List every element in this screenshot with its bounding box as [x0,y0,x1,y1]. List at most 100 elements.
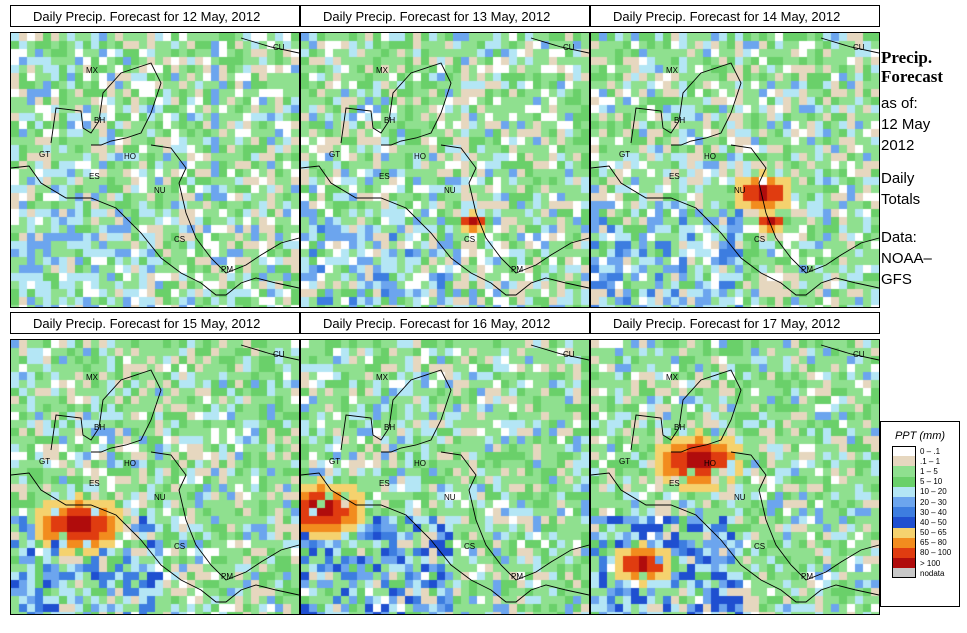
legend-item: 80 – 100 [892,547,959,559]
coastline [340,62,452,146]
data-source-block: Data: NOAA– GFS [881,227,932,290]
side-title: Precip. Forecast [881,48,943,86]
country-label-gt: GT [619,457,630,466]
country-label-ho: HO [124,459,136,468]
country-label-ho: HO [704,152,716,161]
country-label-nu: NU [444,186,456,195]
legend-label: nodata [920,568,945,578]
country-label-pm: PM [221,265,233,274]
legend-label: 50 – 65 [920,528,947,538]
country-label-cs: CS [464,235,475,244]
coastline [440,144,589,274]
country-label-cs: CS [464,542,475,551]
country-label-pm: PM [221,572,233,581]
coastline-overlay: CU MX BH GT HO ES NU CS PM [301,37,589,296]
country-label-nu: NU [734,186,746,195]
legend-label: 1 – 5 [920,466,938,476]
panel-title: Daily Precip. Forecast for 16 May, 2012 [300,312,590,334]
country-label-gt: GT [619,150,630,159]
country-label-pm: PM [801,265,813,274]
legend-swatch [892,568,916,579]
country-label-bh: BH [384,423,395,432]
country-label-cu: CU [563,43,575,52]
coastline [591,165,879,296]
legend-item: .1 – 1 [892,456,959,467]
legend-swatch [892,558,916,569]
legend-swatch [892,446,916,457]
side-title-line2: Forecast [881,67,943,86]
precip-map: CU MX BH GT HO ES NU CS PM [300,32,590,308]
country-label-es: ES [89,172,100,181]
country-label-nu: NU [154,493,166,502]
coastline [150,144,299,274]
legend-label: 30 – 40 [920,507,947,517]
forecast-panel-16-may: Daily Precip. Forecast for 16 May, 2012 … [300,312,590,615]
data-source-line2: NOAA– [881,250,932,267]
coastline [340,369,452,453]
country-label-mx: MX [376,66,389,75]
country-label-ho: HO [704,459,716,468]
coastline-overlay: CU MX BH GT HO ES NU CS PM [301,344,589,603]
legend-title: PPT (mm) [894,430,946,442]
panel-title: Daily Precip. Forecast for 17 May, 2012 [590,312,880,334]
legend-item: nodata [892,568,959,579]
country-label-cu: CU [273,43,285,52]
precip-map: CU MX BH GT HO ES NU CS PM [590,339,880,615]
legend-item: 20 – 30 [892,496,959,508]
legend-swatch [892,507,916,518]
coastline [11,472,299,603]
legend-swatch [892,486,916,497]
side-title-line1: Precip. [881,48,933,67]
legend-item: 10 – 20 [892,486,959,497]
country-label-ho: HO [414,459,426,468]
legend-label: 10 – 20 [920,487,947,497]
precip-map: CU MX BH GT HO ES NU CS PM [590,32,880,308]
legend-label: 5 – 10 [920,477,943,487]
country-label-mx: MX [86,373,99,382]
legend-label: > 100 [920,558,941,568]
coastline [730,144,879,274]
country-label-cu: CU [273,350,285,359]
legend-swatch [892,456,916,467]
country-label-gt: GT [39,457,50,466]
country-label-gt: GT [39,150,50,159]
country-label-ho: HO [414,152,426,161]
country-label-nu: NU [154,186,166,195]
legend-swatch [892,517,916,528]
legend-swatch [892,547,916,559]
country-label-mx: MX [376,373,389,382]
panel-title: Daily Precip. Forecast for 12 May, 2012 [10,5,300,27]
forecast-panel-14-may: Daily Precip. Forecast for 14 May, 2012 … [590,5,880,308]
coastline [440,451,589,581]
precip-map: CU MX BH GT HO ES NU CS PM [10,32,300,308]
legend-swatch [892,527,916,538]
daily-totals-block: Daily Totals [881,168,920,210]
country-label-es: ES [379,479,390,488]
country-label-cu: CU [563,350,575,359]
coastline [240,37,299,54]
as-of-date-line1: 12 May [881,116,931,133]
data-source-line3: GFS [881,271,912,288]
coastline [301,165,589,296]
daily-totals-line2: Totals [881,191,921,208]
legend-item: 30 – 40 [892,507,959,518]
coastline [530,37,589,54]
country-label-pm: PM [801,572,813,581]
as-of-block: as of: 12 May 2012 [881,93,930,156]
coastline [11,165,299,296]
legend-swatch [892,496,916,508]
legend-item: 40 – 50 [892,517,959,528]
legend-item: 65 – 80 [892,537,959,548]
coastline-overlay: CU MX BH GT HO ES NU CS PM [11,37,299,296]
country-label-bh: BH [384,116,395,125]
country-label-es: ES [669,172,680,181]
legend-label: 80 – 100 [920,548,952,558]
coastline [630,369,742,453]
country-label-cu: CU [853,350,865,359]
coastline-overlay: CU MX BH GT HO ES NU CS PM [11,344,299,603]
country-label-es: ES [379,172,390,181]
coastline [820,344,879,361]
legend-swatch [892,466,916,477]
panel-title: Daily Precip. Forecast for 14 May, 2012 [590,5,880,27]
legend-label: 65 – 80 [920,538,947,548]
